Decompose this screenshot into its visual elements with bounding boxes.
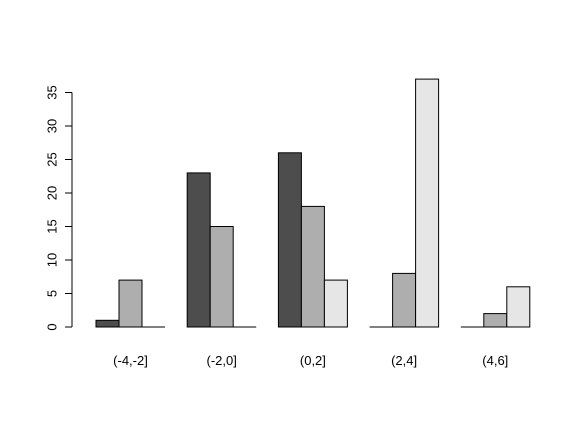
x-category-label: (0,2] — [300, 353, 326, 368]
x-axis-labels: (-4,-2] (-2,0] (0,2] (2,4] (4,6] — [113, 353, 508, 368]
bars — [95, 78, 531, 328]
y-tick-label: 0 — [45, 323, 60, 330]
y-tick-label: 25 — [45, 152, 60, 166]
bar — [506, 286, 531, 328]
bar — [300, 205, 325, 328]
bar — [323, 279, 348, 328]
y-tick-label: 15 — [45, 219, 60, 233]
bar — [483, 313, 508, 328]
y-axis: 0 5 10 15 20 25 30 35 — [45, 85, 73, 331]
bar — [209, 226, 234, 328]
bar — [95, 319, 120, 328]
y-tick-label: 5 — [45, 290, 60, 297]
y-tick-label: 10 — [45, 253, 60, 267]
x-category-label: (-2,0] — [207, 353, 237, 368]
x-category-label: (4,6] — [482, 353, 508, 368]
bar — [186, 172, 211, 328]
y-tick-label: 20 — [45, 186, 60, 200]
x-category-label: (-4,-2] — [113, 353, 148, 368]
bar — [118, 279, 143, 328]
y-tick-label: 35 — [45, 85, 60, 99]
bar — [277, 152, 302, 328]
bar — [392, 272, 417, 328]
y-tick-label: 30 — [45, 119, 60, 133]
x-category-label: (2,4] — [391, 353, 417, 368]
bar — [415, 78, 440, 328]
